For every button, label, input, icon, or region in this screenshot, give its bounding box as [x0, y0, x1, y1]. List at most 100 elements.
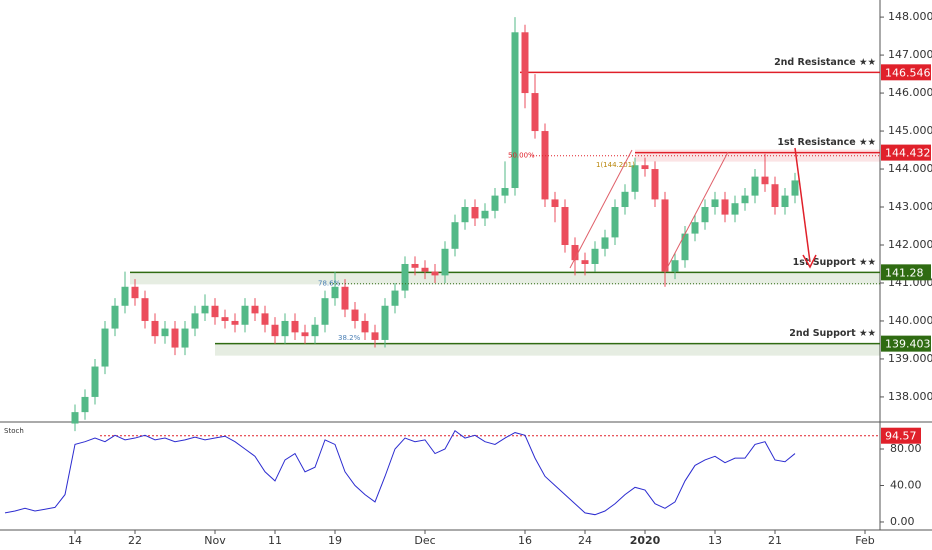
stoch-level-label: 94.57 [885, 430, 917, 443]
candle-body [351, 309, 359, 321]
y-tick-label: 143.000 [888, 200, 932, 213]
y-tick-label: 142.000 [888, 238, 932, 251]
candle-body [361, 320, 369, 333]
forecast-arrow [794, 147, 811, 263]
candle-body [131, 286, 139, 299]
candle-body [371, 332, 379, 340]
candle-body [541, 131, 549, 200]
x-tick-label: 11 [268, 534, 282, 547]
candle-body [681, 233, 689, 261]
candle-body [451, 222, 459, 249]
level-zone [215, 343, 880, 356]
candle-body [571, 244, 579, 261]
candle-body [301, 332, 309, 337]
y-tick-label: 146.000 [888, 86, 932, 99]
candle-body [341, 286, 349, 310]
candle-body [721, 199, 729, 215]
stoch-tick-label: 0.00 [890, 515, 915, 528]
y-tick-label: 138.000 [888, 390, 932, 403]
candle-body [271, 324, 279, 337]
stoch-line [4, 430, 796, 516]
y-tick-label: 148.000 [888, 10, 932, 23]
candle-body [751, 176, 759, 196]
candle-body [201, 305, 209, 314]
candle-body [701, 207, 709, 223]
candle-body [321, 298, 329, 325]
x-tick-label: 21 [768, 534, 782, 547]
candle-body [101, 328, 109, 367]
candle-body [791, 180, 799, 196]
candle-body [311, 324, 319, 337]
forecast-arrowhead [802, 254, 817, 269]
candle-body [331, 286, 339, 299]
candle-body [151, 320, 159, 337]
stoch-label: Stoch [4, 427, 24, 435]
candle-body [161, 328, 169, 337]
price-box [881, 144, 931, 161]
stoch-level-box [881, 427, 921, 444]
fib-label: 50.00% [508, 152, 535, 160]
candle-body [81, 396, 89, 413]
y-tick-label: 139.000 [888, 352, 932, 365]
candle-body [441, 248, 449, 276]
price-box [881, 264, 931, 281]
candle-body [551, 199, 559, 208]
fib-label: 1(144.201) [596, 161, 635, 169]
pattern-arrow [569, 149, 633, 269]
candle-body [181, 328, 189, 348]
candle-body [481, 210, 489, 219]
candle-body [531, 93, 539, 132]
candle-body [171, 328, 179, 348]
candle-body [401, 263, 409, 291]
candle-body [731, 203, 739, 215]
candle-body [641, 165, 649, 170]
price-box [881, 335, 931, 352]
candle-body [251, 305, 259, 314]
candle-body [591, 248, 599, 264]
candle-body [461, 207, 469, 223]
candle-body [291, 320, 299, 333]
price-box-label: 141.28 [885, 266, 924, 279]
x-tick-label: 14 [68, 534, 82, 547]
price-box-label: 144.432 [885, 147, 931, 160]
candle-body [611, 207, 619, 238]
candle-body [491, 195, 499, 211]
candle-body [581, 260, 589, 264]
stoch-tick-label: 40.00 [890, 478, 922, 491]
candle-body [691, 222, 699, 234]
stoch-tick-label: 80.00 [890, 442, 922, 455]
candle-body [281, 320, 289, 337]
candle-body [601, 237, 609, 249]
candle-body [231, 320, 239, 325]
x-tick-label: 22 [128, 534, 142, 547]
level-name: 2nd Resistance ★★ [774, 57, 876, 68]
level-name: 2nd Support ★★ [789, 328, 876, 339]
x-tick-label: Nov [204, 534, 226, 547]
candle-body [411, 263, 419, 268]
candle-body [511, 32, 519, 189]
price-box-label: 146.546 [885, 66, 931, 79]
candle-body [761, 176, 769, 185]
candle-body [781, 195, 789, 208]
candle-body [211, 305, 219, 318]
candle-body [471, 207, 479, 219]
y-tick-label: 147.000 [888, 48, 932, 61]
candle-body [141, 298, 149, 321]
x-tick-label: 13 [708, 534, 722, 547]
candle-body [631, 165, 639, 192]
x-tick-label: 24 [578, 534, 592, 547]
pattern-arrow [664, 151, 729, 273]
level-zone [130, 272, 880, 285]
y-tick-label: 144.000 [888, 162, 932, 175]
fib-label: 78.6% [318, 280, 341, 288]
candle-body [711, 199, 719, 208]
price-box [881, 64, 931, 81]
candle-body [661, 199, 669, 272]
candle-body [501, 188, 509, 196]
candle-body [111, 305, 119, 329]
candle-body [221, 317, 229, 321]
x-tick-label: Feb [855, 534, 874, 547]
price-box-label: 139.403 [885, 338, 931, 351]
